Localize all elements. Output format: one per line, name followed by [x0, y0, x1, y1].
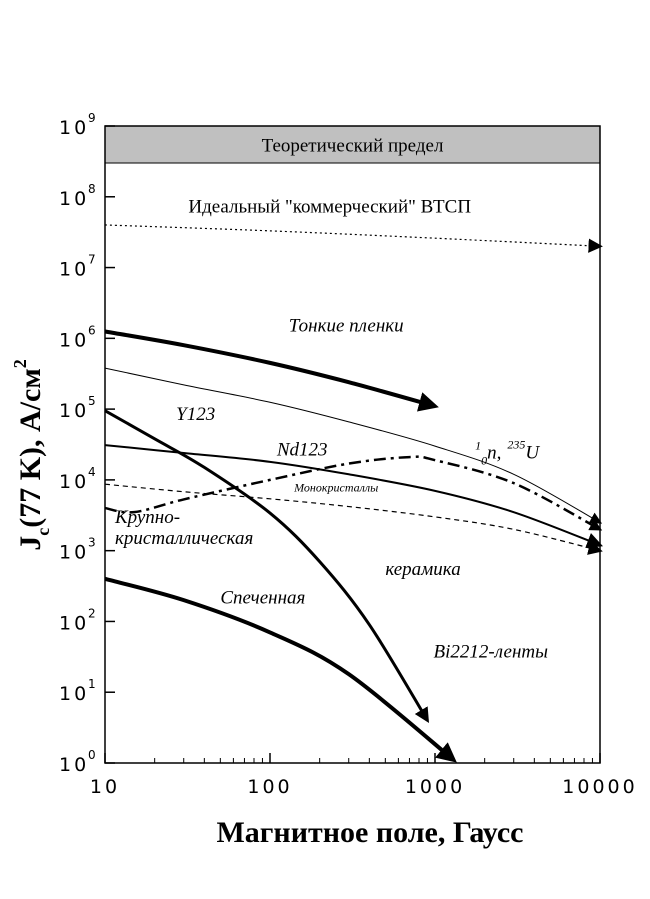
y-tick-exponent: 8: [88, 182, 96, 196]
thin-films-label: Тонкие пленки: [289, 315, 404, 336]
large-grain-label-1: Крупно-: [114, 507, 180, 528]
series-nd123: [104, 455, 603, 531]
y-axis-title: Jc(77 K), А/см2: [10, 359, 53, 551]
y-tick-exponent: 1: [88, 677, 96, 691]
series-ideal: [104, 224, 603, 253]
y-tick-exponent: 9: [88, 111, 96, 125]
ideal-label: Идеальный "коммерческий" ВТСП: [188, 196, 471, 217]
series-layer: [104, 224, 603, 763]
y-tick-label: 10: [59, 542, 89, 564]
y-tick-exponent: 0: [88, 748, 96, 762]
ceramics-label: керамика: [385, 559, 460, 580]
x-tick-label: 10000: [562, 776, 637, 798]
y-tick-label: 10: [59, 188, 89, 210]
y-tick-label: 10: [59, 754, 89, 776]
mono-label: Монокристаллы: [293, 481, 378, 495]
series-y123: [104, 409, 430, 723]
y-tick-exponent: 5: [88, 394, 96, 408]
bi2212-label: Bi2212-ленты: [434, 641, 549, 662]
neutron-label: 10n, 235U: [475, 438, 540, 468]
y-tick-exponent: 4: [88, 465, 96, 479]
theoretical-limit-label: Теоретический предел: [262, 136, 444, 157]
y-tick-exponent: 7: [88, 253, 96, 267]
series-thin-films: [104, 329, 439, 412]
x-tick-label: 100: [247, 776, 292, 798]
y-tick-label: 10: [59, 683, 89, 705]
large-grain-label-2: кристаллическая: [115, 528, 253, 549]
y-tick-label: 10: [59, 329, 89, 351]
x-tick-label: 1000: [405, 776, 465, 798]
x-tick-label: 10: [90, 776, 120, 798]
x-axis-title: Магнитное поле, Гаусс: [216, 816, 523, 849]
nd123-label: Nd123: [276, 440, 328, 461]
series-monocrystals: [104, 483, 603, 555]
series-sintered: [104, 576, 457, 763]
annotations: Идеальный "коммерческий" ВТСП Тонкие плен…: [114, 196, 548, 662]
series-neutron: [104, 367, 603, 524]
y-tick-exponent: 2: [88, 606, 96, 620]
y-tick-exponent: 3: [88, 536, 96, 550]
y-tick-label: 10: [59, 117, 89, 139]
theoretical-limit-band: [104, 125, 601, 164]
series-large-grain: [104, 444, 603, 548]
y-tick-exponent: 6: [88, 323, 96, 337]
x-axis-ticks: 10 100 1000 10000: [90, 753, 637, 798]
y-tick-label: 10: [59, 471, 89, 493]
y-tick-label: 10: [59, 400, 89, 422]
sintered-label: Спеченная: [220, 587, 305, 608]
y-tick-label: 10: [59, 259, 89, 281]
y123-label: Y123: [176, 404, 215, 425]
plot-frame: [104, 125, 601, 764]
y-tick-label: 10: [59, 612, 89, 634]
